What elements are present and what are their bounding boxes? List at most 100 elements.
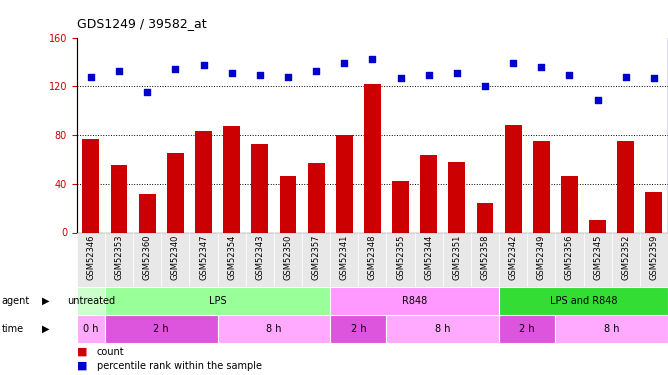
Text: GSM52341: GSM52341 [340, 234, 349, 279]
Text: GSM52343: GSM52343 [255, 234, 265, 280]
Text: GSM52354: GSM52354 [227, 234, 236, 279]
Text: GSM52357: GSM52357 [311, 234, 321, 280]
Bar [195, 131, 212, 232]
Text: GSM52348: GSM52348 [368, 234, 377, 280]
Text: 2 h: 2 h [520, 324, 535, 334]
Bar [415, 232, 443, 287]
Point [480, 83, 490, 89]
Text: count: count [97, 346, 124, 357]
Bar [499, 287, 668, 315]
Text: untreated: untreated [67, 296, 115, 306]
Bar [77, 315, 105, 343]
Bar [448, 162, 466, 232]
Text: 8 h: 8 h [266, 324, 282, 334]
Text: ▶: ▶ [42, 324, 49, 334]
Text: ■: ■ [77, 346, 88, 357]
Text: R848: R848 [402, 296, 428, 306]
Point [621, 74, 631, 80]
Bar [330, 287, 499, 315]
Text: GSM52347: GSM52347 [199, 234, 208, 280]
Text: GSM52349: GSM52349 [537, 234, 546, 279]
Text: GSM52353: GSM52353 [114, 234, 124, 280]
Point [452, 70, 462, 76]
Point [395, 75, 406, 81]
Bar [218, 315, 330, 343]
Bar [302, 232, 330, 287]
Bar [612, 232, 640, 287]
Point [536, 64, 546, 70]
Text: 0 h: 0 h [83, 324, 99, 334]
Text: 2 h: 2 h [154, 324, 169, 334]
Bar [443, 232, 471, 287]
Point [114, 68, 124, 74]
Bar [555, 315, 668, 343]
Text: 8 h: 8 h [435, 324, 450, 334]
Bar [111, 165, 128, 232]
Bar [336, 135, 353, 232]
Text: GSM52344: GSM52344 [424, 234, 434, 279]
Text: ■: ■ [77, 361, 88, 370]
Text: GSM52346: GSM52346 [86, 234, 96, 280]
Point [508, 60, 518, 66]
Text: GSM52350: GSM52350 [283, 234, 293, 279]
Bar [505, 125, 522, 232]
Bar [77, 287, 105, 315]
Bar [420, 154, 437, 232]
Bar [133, 232, 161, 287]
Text: GSM52356: GSM52356 [565, 234, 574, 280]
Bar [251, 144, 269, 232]
Bar [499, 232, 527, 287]
Bar [617, 141, 634, 232]
Bar [167, 153, 184, 232]
Text: LPS and R848: LPS and R848 [550, 296, 617, 306]
Bar [387, 315, 499, 343]
Bar [77, 232, 105, 287]
Text: GSM52351: GSM52351 [452, 234, 462, 279]
Text: time: time [1, 324, 23, 334]
Bar [105, 315, 218, 343]
Bar [105, 287, 330, 315]
Bar [279, 177, 297, 232]
Text: LPS: LPS [209, 296, 226, 306]
Bar [364, 84, 381, 232]
Text: 8 h: 8 h [604, 324, 619, 334]
Bar [471, 232, 499, 287]
Bar [499, 315, 555, 343]
Text: agent: agent [1, 296, 29, 306]
Bar [190, 232, 218, 287]
Bar [555, 232, 584, 287]
Bar [105, 232, 133, 287]
Bar [139, 194, 156, 232]
Bar [161, 232, 190, 287]
Bar [218, 232, 246, 287]
Point [593, 97, 603, 103]
Text: GSM52355: GSM52355 [396, 234, 405, 279]
Bar [476, 203, 494, 232]
Point [311, 68, 321, 74]
Bar [308, 163, 325, 232]
Bar [645, 192, 663, 232]
Bar [330, 232, 358, 287]
Point [367, 56, 378, 62]
Bar [584, 232, 612, 287]
Text: GSM52340: GSM52340 [171, 234, 180, 279]
Bar [358, 232, 387, 287]
Point [142, 89, 152, 95]
Point [424, 72, 434, 78]
Point [170, 66, 180, 72]
Point [339, 60, 349, 66]
Bar [330, 315, 387, 343]
Bar [589, 220, 606, 232]
Text: GSM52342: GSM52342 [508, 234, 518, 279]
Bar [392, 182, 409, 232]
Bar [223, 126, 240, 232]
Text: percentile rank within the sample: percentile rank within the sample [97, 361, 262, 370]
Bar [387, 232, 415, 287]
Bar [246, 232, 274, 287]
Bar [82, 139, 100, 232]
Bar [561, 177, 578, 232]
Text: GSM52360: GSM52360 [143, 234, 152, 280]
Point [255, 72, 265, 78]
Text: GSM52352: GSM52352 [621, 234, 631, 279]
Bar [533, 141, 550, 232]
